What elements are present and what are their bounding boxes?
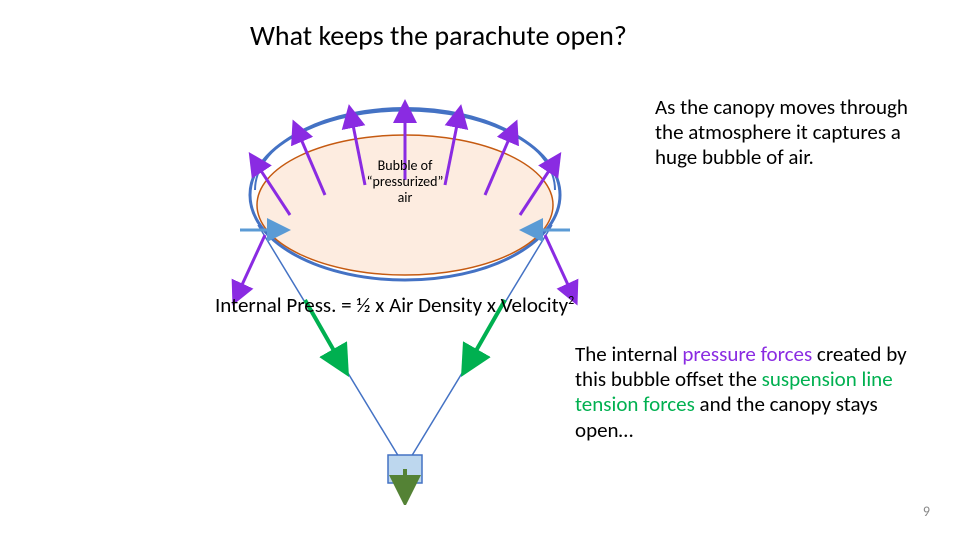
page-title: What keeps the parachute open? — [250, 18, 627, 53]
bubble-label-l1: Bubble of — [378, 157, 433, 174]
formula-text: Internal Press. = ½ x Air Density x Velo… — [215, 292, 568, 318]
right-text-1: As the canopy moves through the atmosphe… — [655, 95, 935, 171]
formula: Internal Press. = ½ x Air Density x Velo… — [215, 292, 574, 318]
page-number: 9 — [923, 503, 930, 520]
bubble-label: Bubble of “pressurized” air — [345, 158, 465, 206]
right-text-2: The internal pressure forces created by … — [575, 342, 935, 443]
r2a: The internal — [575, 341, 682, 367]
r2-press: pressure forces — [682, 341, 812, 367]
bubble-label-l2: “pressurized” — [367, 173, 444, 190]
formula-sup: 2 — [568, 294, 574, 308]
bubble-label-l3: air — [398, 189, 413, 206]
